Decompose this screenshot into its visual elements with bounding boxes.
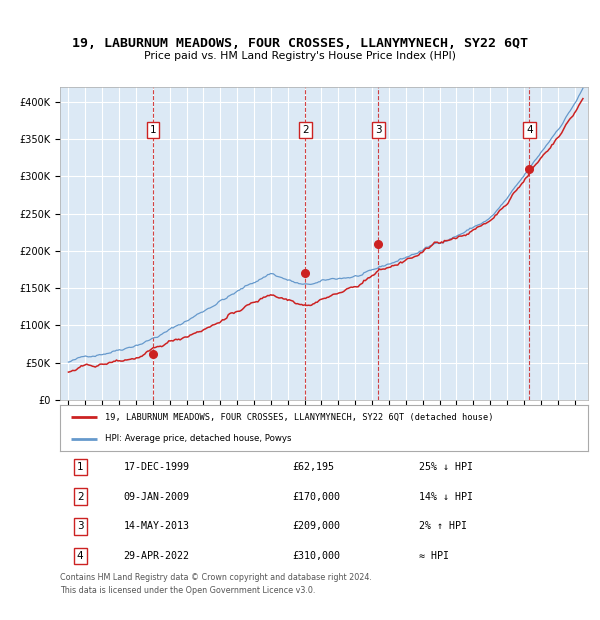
Text: 4: 4 (77, 551, 83, 561)
Text: Contains HM Land Registry data © Crown copyright and database right 2024.: Contains HM Land Registry data © Crown c… (60, 574, 372, 583)
Text: 17-DEC-1999: 17-DEC-1999 (124, 462, 190, 472)
Text: 3: 3 (77, 521, 83, 531)
Text: Price paid vs. HM Land Registry's House Price Index (HPI): Price paid vs. HM Land Registry's House … (144, 51, 456, 61)
Text: 3: 3 (375, 125, 382, 135)
Text: £62,195: £62,195 (292, 462, 334, 472)
Text: £209,000: £209,000 (292, 521, 340, 531)
Text: £310,000: £310,000 (292, 551, 340, 561)
Text: 2: 2 (302, 125, 308, 135)
Text: 2% ↑ HPI: 2% ↑ HPI (419, 521, 467, 531)
Text: This data is licensed under the Open Government Licence v3.0.: This data is licensed under the Open Gov… (60, 586, 316, 595)
Text: 1: 1 (77, 462, 83, 472)
Text: 19, LABURNUM MEADOWS, FOUR CROSSES, LLANYMYNECH, SY22 6QT (detached house): 19, LABURNUM MEADOWS, FOUR CROSSES, LLAN… (105, 413, 493, 422)
Text: 4: 4 (526, 125, 533, 135)
Text: 14% ↓ HPI: 14% ↓ HPI (419, 492, 473, 502)
Text: HPI: Average price, detached house, Powys: HPI: Average price, detached house, Powy… (105, 434, 292, 443)
Text: £170,000: £170,000 (292, 492, 340, 502)
Text: 14-MAY-2013: 14-MAY-2013 (124, 521, 190, 531)
Text: 2: 2 (77, 492, 83, 502)
Text: 09-JAN-2009: 09-JAN-2009 (124, 492, 190, 502)
Text: ≈ HPI: ≈ HPI (419, 551, 449, 561)
Text: 1: 1 (149, 125, 156, 135)
Text: 25% ↓ HPI: 25% ↓ HPI (419, 462, 473, 472)
Text: 19, LABURNUM MEADOWS, FOUR CROSSES, LLANYMYNECH, SY22 6QT: 19, LABURNUM MEADOWS, FOUR CROSSES, LLAN… (72, 37, 528, 50)
Text: 29-APR-2022: 29-APR-2022 (124, 551, 190, 561)
